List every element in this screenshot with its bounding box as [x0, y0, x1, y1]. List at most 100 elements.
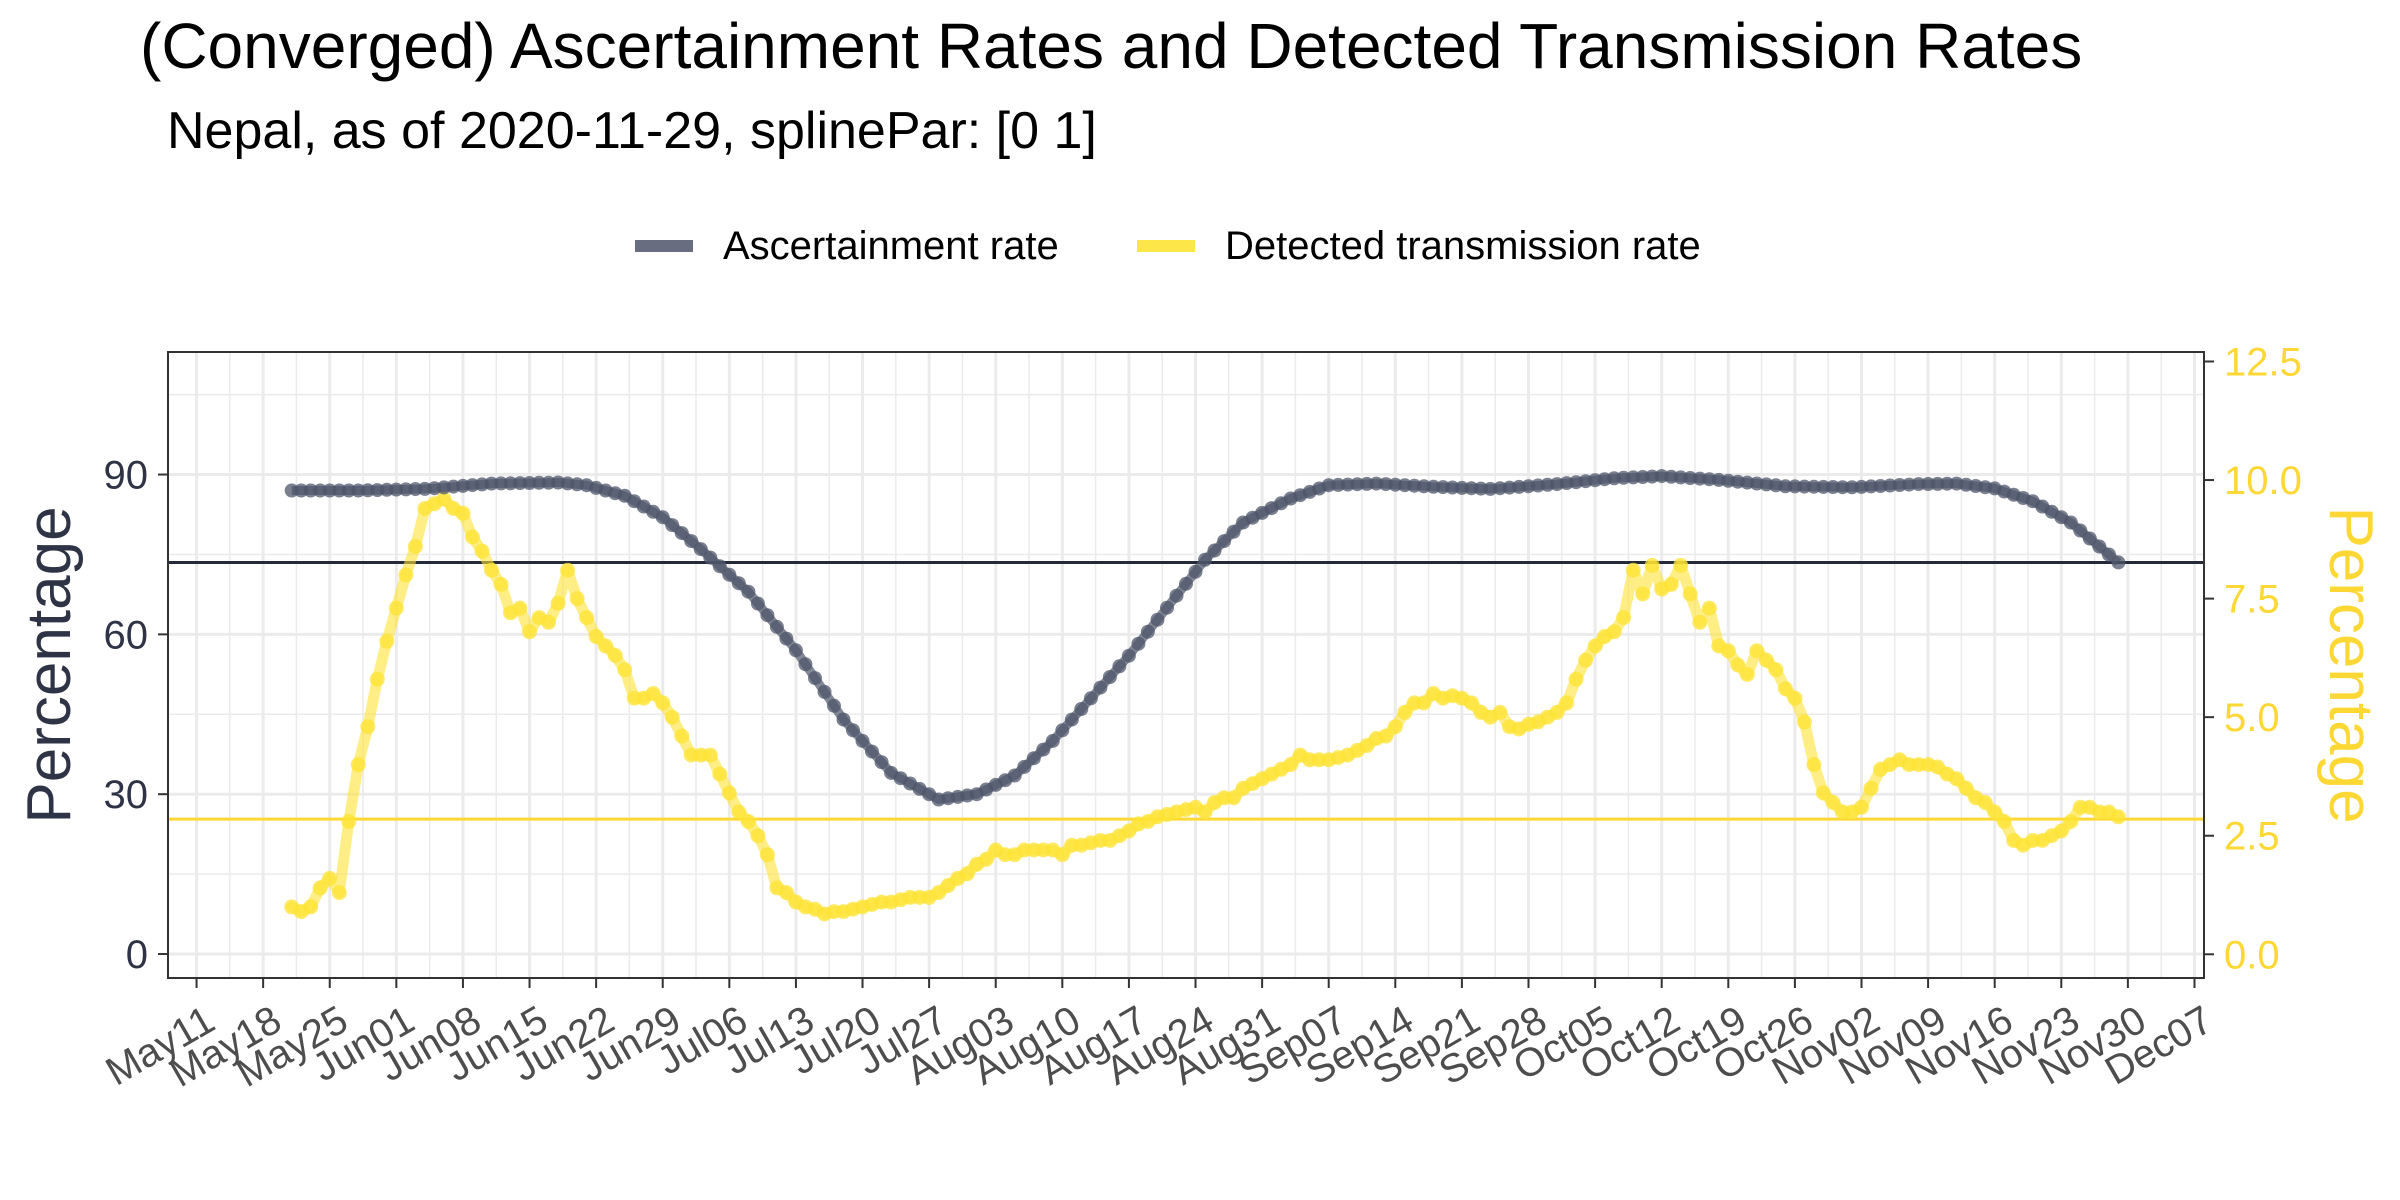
transmission-rate-point — [712, 766, 728, 782]
y-tick-label-right: 0.0 — [2224, 933, 2280, 977]
ascertainment-rate-point — [1188, 564, 1203, 579]
transmission-rate-point — [522, 624, 537, 640]
transmission-rate-point — [1977, 795, 1993, 810]
ascertainment-rate-point — [760, 608, 775, 623]
ascertainment-rate-point — [1017, 759, 1032, 774]
transmission-rate-point — [959, 866, 975, 882]
transmission-rate-point — [1739, 667, 1755, 682]
legend-transmission-label: Detected transmission rate — [1225, 224, 1701, 268]
ascertainment-rate-point — [665, 518, 680, 533]
ascertainment-rate-point — [779, 631, 794, 646]
y-tick-label-left: 30 — [104, 773, 149, 817]
transmission-rate-point — [1768, 662, 1784, 678]
transmission-rate-point — [464, 529, 480, 545]
ascertainment-rate-point — [1093, 680, 1108, 695]
ascertainment-rate-point — [874, 755, 889, 770]
transmission-rate-point — [655, 695, 671, 711]
transmission-rate-point — [379, 633, 395, 649]
transmission-rate-point — [1863, 780, 1879, 796]
y-tick-label-right: 12.5 — [2224, 340, 2302, 384]
transmission-rate-point — [1749, 643, 1765, 659]
transmission-rate-point — [512, 600, 528, 616]
plot-panel-border — [167, 351, 2205, 979]
ascertainment-rate-point — [808, 671, 822, 686]
transmission-rate-point — [1673, 557, 1689, 573]
y-tick-label-right: 5.0 — [2224, 696, 2280, 740]
transmission-rate-point — [1625, 562, 1641, 578]
ascertainment-rate-point — [2101, 547, 2116, 562]
transmission-rate-point — [1578, 652, 1594, 668]
y-axis-title-left: Percentage — [15, 506, 84, 823]
ascertainment-rate-point — [1140, 624, 1155, 639]
transmission-rate-point — [759, 847, 775, 863]
transmission-rate-point — [1226, 790, 1242, 806]
y-tick-label-left: 90 — [104, 454, 149, 498]
ascertainment-rate-point — [1036, 742, 1051, 757]
transmission-rate-point — [731, 804, 747, 820]
transmission-rate-point — [702, 747, 718, 763]
transmission-rate-point — [1644, 557, 1660, 573]
ascertainment-rate-point — [655, 510, 670, 525]
ascertainment-rate-point — [846, 723, 860, 738]
transmission-rate-point — [664, 709, 680, 725]
ascertainment-rate-point — [788, 643, 803, 658]
ascertainment-rate-point — [2082, 531, 2097, 546]
ascertainment-rate-point — [836, 712, 851, 727]
ascertainment-rate-point — [1045, 733, 1060, 748]
transmission-rate-point — [645, 686, 661, 701]
grid-layer — [168, 352, 2204, 978]
transmission-rate-point — [1635, 586, 1651, 602]
transmission-rate-point — [2063, 814, 2079, 829]
transmission-rate-point — [1492, 704, 1508, 720]
chart-subtitle: Nepal, as of 2020-11-29, splinePar: [0 1… — [167, 102, 1097, 160]
transmission-rate-point — [1682, 586, 1698, 602]
chart-title: (Converged) Ascertainment Rates and Dete… — [140, 10, 2082, 82]
transmission-rate-point — [407, 538, 423, 554]
ascertainment-rate-point — [693, 542, 708, 557]
ascertainment-rate-point — [674, 526, 689, 541]
ascertainment-rate-point — [750, 596, 765, 611]
ascertainment-rate-point — [1083, 691, 1098, 706]
transmission-rate-point — [1559, 695, 1575, 711]
transmission-rate-point — [2110, 809, 2126, 825]
ascertainment-rate-point — [712, 559, 727, 574]
transmission-rate-point — [978, 851, 994, 867]
ascertainment-rate-point — [1026, 751, 1041, 766]
y-tick-label-right: 2.5 — [2224, 815, 2280, 859]
transmission-rate-point — [493, 576, 509, 592]
ascertainment-rate-point — [855, 733, 870, 748]
ascertainment-rate-point — [1217, 534, 1232, 549]
ascertainment-rate-point — [731, 576, 746, 591]
transmission-rate-point — [541, 614, 557, 630]
transmission-rate-point — [1463, 695, 1479, 711]
transmission-rate-point — [303, 899, 319, 915]
transmission-rate-point — [388, 600, 404, 616]
transmission-rate-point — [322, 870, 338, 886]
ascertainment-rate-point — [1207, 543, 1222, 558]
ascertainment-rate-point — [722, 567, 737, 582]
ascertainment-rate-point — [2092, 539, 2107, 554]
series-layer — [284, 469, 2126, 922]
y-tick-label-right: 10.0 — [2224, 459, 2302, 503]
ascertainment-rate-point — [798, 657, 813, 672]
transmission-rate-point — [598, 638, 614, 654]
ascertainment-rate-point — [827, 698, 841, 713]
transmission-rate-point — [550, 595, 566, 611]
ascertainment-rate-point — [1198, 552, 1212, 567]
transmission-rate-point — [2053, 823, 2069, 839]
ascertainment-rate-point — [1064, 712, 1079, 727]
transmission-rate-point — [1730, 657, 1746, 673]
ascertainment-rate-point — [1007, 768, 1022, 783]
transmission-rate-point — [579, 610, 595, 626]
reference-lines — [168, 560, 2204, 821]
transmission-rate-point — [1197, 804, 1213, 820]
ascertainment-rate-point — [1121, 648, 1136, 663]
transmission-rate-point — [1692, 614, 1708, 630]
ascertainment-rate-point — [322, 483, 337, 498]
y-tick-label-left: 60 — [104, 613, 149, 657]
transmission-rate-point — [1549, 704, 1565, 720]
transmission-rate-point — [436, 491, 452, 507]
ascertainment-rate-point — [1131, 636, 1146, 651]
transmission-rate-point — [750, 828, 766, 844]
